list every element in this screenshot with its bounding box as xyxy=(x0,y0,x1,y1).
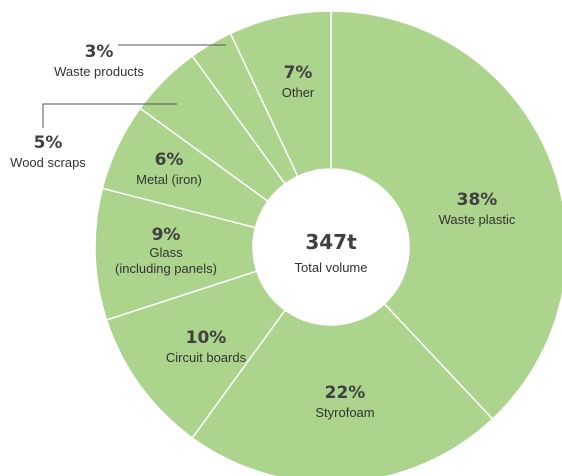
center-labels: 347t Total volume xyxy=(295,230,368,275)
slice-label-styrofoam: Styrofoam xyxy=(315,405,374,420)
leader-lines xyxy=(42,44,226,128)
slice-label-waste-plastic: Waste plastic xyxy=(439,212,516,227)
slice-label-wood-scraps: Wood scraps xyxy=(10,155,86,170)
slice-label-glass-including-panels-line2: (including panels) xyxy=(115,261,217,276)
slice-labels: 38% Waste plastic 22% Styrofoam 10% Circuit b… xyxy=(10,42,516,420)
slice-value-wood-scraps: 5% xyxy=(34,133,63,153)
slice-value-styrofoam: 22% xyxy=(325,383,366,403)
slice-value-waste-plastic: 38% xyxy=(457,190,498,210)
slice-label-glass-including-panels-line1: Glass xyxy=(149,245,183,260)
slice-value-other: 7% xyxy=(284,63,313,83)
slice-label-metal-iron: Metal (iron) xyxy=(136,172,202,187)
slice-value-circuit-boards: 10% xyxy=(186,328,227,348)
donut-hole xyxy=(253,169,409,325)
slice-label-circuit-boards: Circuit boards xyxy=(166,350,247,365)
slice-value-waste-products: 3% xyxy=(85,42,114,62)
slice-label-waste-products: Waste products xyxy=(54,64,144,79)
slices-group xyxy=(94,10,562,476)
slice-value-glass-including-panels: 9% xyxy=(152,225,181,245)
slice-value-metal-iron: 6% xyxy=(155,150,184,170)
center-total-label: Total volume xyxy=(295,260,368,275)
center-total-value: 347t xyxy=(305,230,357,254)
slice-label-other: Other xyxy=(282,85,315,100)
leader-line-wood-scraps xyxy=(42,103,177,128)
